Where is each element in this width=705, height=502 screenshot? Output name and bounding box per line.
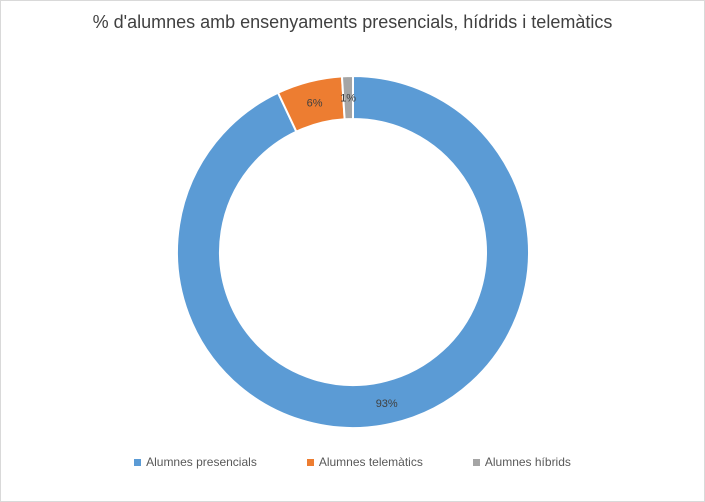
legend-label-presencials: Alumnes presencials [146, 455, 257, 469]
legend-swatch-hibrids [472, 458, 480, 466]
legend-item-hibrids: Alumnes híbrids [472, 455, 571, 469]
data-label-telematics: 6% [307, 97, 323, 109]
chart-title: % d'alumnes amb ensenyaments presencials… [92, 12, 613, 32]
legend-label-telematics: Alumnes telemàtics [318, 455, 423, 469]
data-label-presencials: 93% [376, 398, 398, 410]
legend: Alumnes presencials Alumnes telemàtics A… [0, 455, 705, 469]
slice-presencials [176, 74, 530, 429]
legend-label-hibrids: Alumnes híbrids [484, 455, 571, 469]
data-label-hibrids: 1% [340, 93, 356, 105]
legend-item-telematics: Alumnes telemàtics [306, 455, 423, 469]
legend-swatch-presencials [134, 458, 142, 466]
legend-item-presencials: Alumnes presencials [134, 455, 257, 469]
legend-swatch-telematics [306, 458, 314, 466]
slice-hibrids [340, 74, 354, 121]
